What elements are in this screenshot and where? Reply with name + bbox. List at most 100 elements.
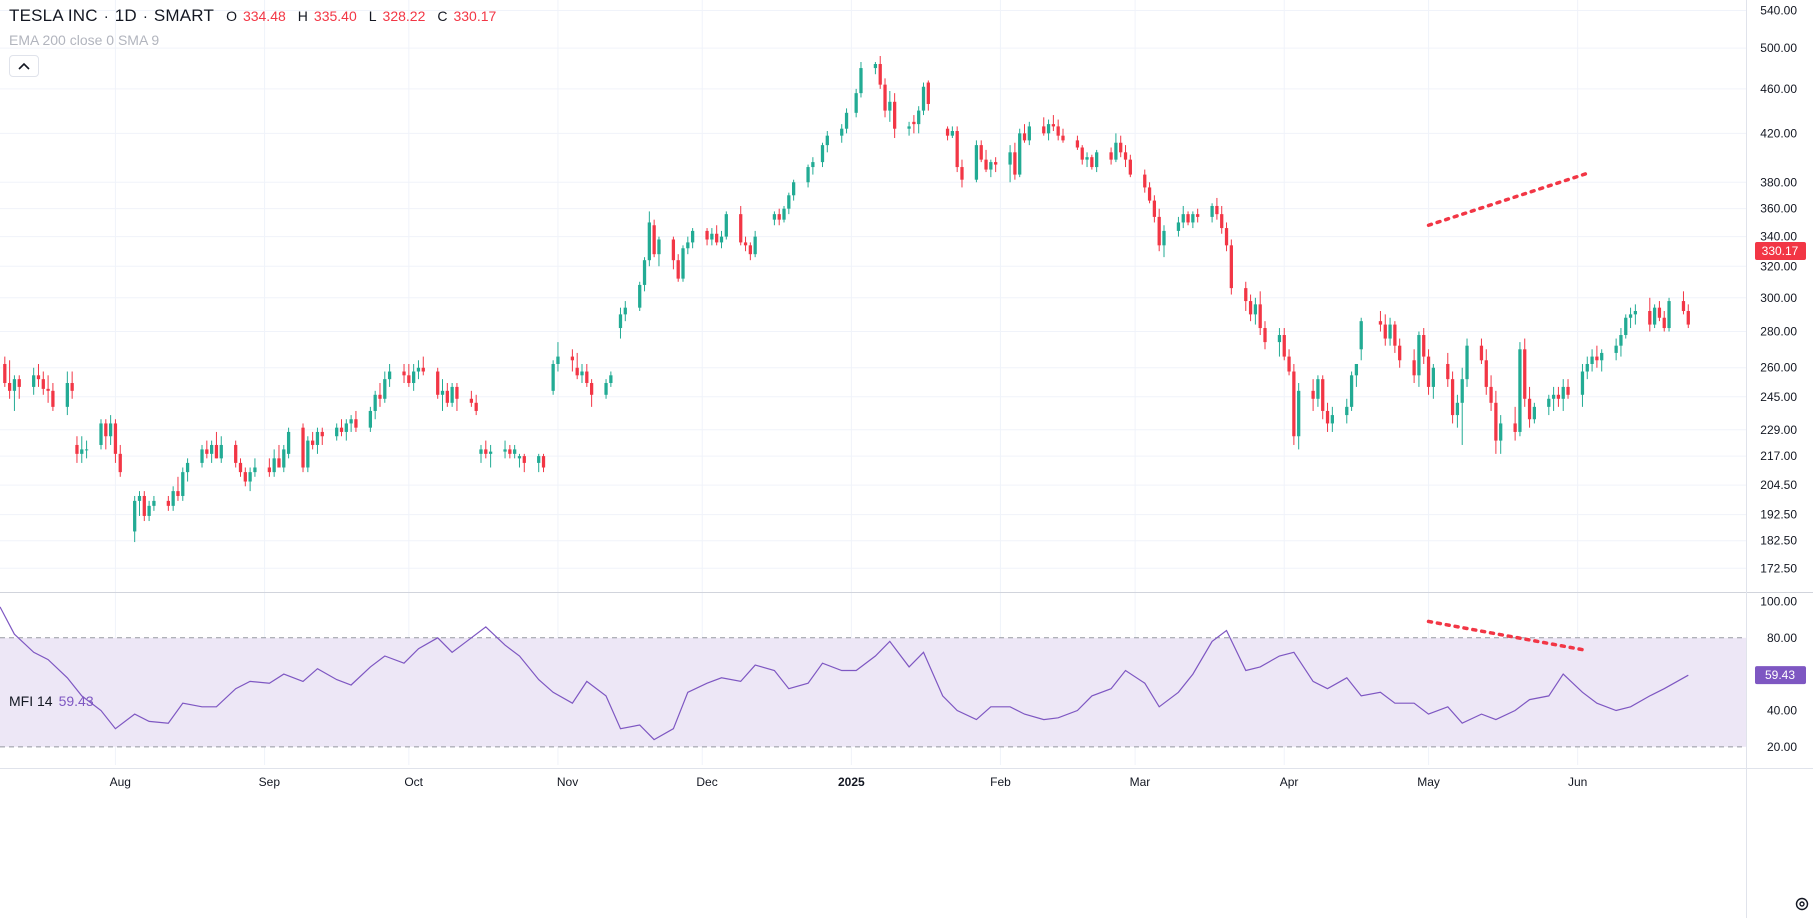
- candle-body: [1446, 363, 1450, 380]
- candle: [176, 476, 180, 501]
- candle: [671, 236, 676, 270]
- candle-body: [585, 371, 589, 384]
- candle: [402, 363, 406, 384]
- candle-body: [912, 121, 916, 125]
- candle-body: [1253, 304, 1258, 315]
- candle: [1460, 367, 1464, 445]
- candle-body: [368, 410, 372, 428]
- candle-body: [412, 371, 416, 384]
- candle-body: [349, 419, 353, 424]
- candle: [806, 164, 810, 188]
- candle-body: [108, 423, 113, 437]
- candle: [1210, 203, 1214, 223]
- candle-body: [1176, 222, 1181, 231]
- candle: [974, 140, 979, 183]
- candle-body: [984, 159, 988, 170]
- time-tick-label: Dec: [696, 775, 717, 789]
- candle: [873, 62, 878, 75]
- candle: [1667, 297, 1671, 332]
- candle: [171, 486, 175, 511]
- time-tick-label: Oct: [404, 775, 423, 789]
- candle: [113, 419, 118, 463]
- candle-body: [1499, 423, 1503, 441]
- interval-label[interactable]: 1D: [114, 6, 137, 25]
- candle: [118, 444, 122, 477]
- candle: [1162, 225, 1166, 258]
- indicators-legend[interactable]: EMA 200 close 0 SMA 9: [9, 32, 160, 48]
- collapse-legend-button[interactable]: [9, 55, 39, 77]
- candle: [676, 254, 680, 282]
- low-value: 328.22: [382, 8, 426, 24]
- candle-body: [416, 367, 421, 372]
- mfi-value-badge: [1755, 666, 1806, 685]
- candle-body: [1311, 390, 1315, 399]
- candle-body: [1494, 402, 1498, 441]
- candle-body: [1215, 205, 1219, 215]
- symbol-name[interactable]: TESLA INC: [9, 6, 98, 25]
- candle-body: [1412, 360, 1416, 376]
- candle-body: [537, 456, 541, 463]
- candle: [1022, 124, 1027, 143]
- candle: [1426, 349, 1431, 395]
- candle: [1186, 211, 1190, 226]
- candle-body: [306, 440, 310, 468]
- candle: [537, 453, 541, 473]
- candle-body: [907, 126, 911, 129]
- candle-body: [647, 222, 651, 261]
- candle-body: [1051, 124, 1056, 127]
- candle-body: [1547, 398, 1551, 407]
- candle: [301, 423, 305, 473]
- mfi-value-label: 59.43: [1765, 668, 1795, 682]
- candle: [1282, 328, 1286, 361]
- candle-body: [421, 367, 425, 372]
- time-tick-label: May: [1417, 775, 1440, 789]
- candle-body: [1585, 363, 1589, 372]
- candle-body: [1455, 402, 1460, 416]
- candle-body: [166, 500, 170, 506]
- candle-body: [1566, 386, 1570, 395]
- candle-body: [1460, 379, 1464, 403]
- candle: [248, 467, 252, 492]
- candle: [205, 440, 209, 459]
- candle: [84, 440, 89, 459]
- candle: [354, 410, 358, 432]
- candle: [950, 126, 954, 139]
- candle-body: [787, 195, 791, 209]
- candle-body: [589, 383, 594, 395]
- mfi-name[interactable]: MFI 14: [9, 693, 53, 709]
- candle: [1551, 386, 1556, 411]
- candle: [883, 78, 887, 118]
- candle-body: [75, 444, 79, 454]
- candle-body: [1450, 379, 1455, 416]
- candle-body: [893, 101, 897, 129]
- candle: [1196, 208, 1200, 223]
- candle: [907, 121, 911, 136]
- price-tick-label: 540.00: [1760, 4, 1797, 18]
- candle: [147, 500, 151, 522]
- candle: [556, 342, 560, 372]
- settings-button[interactable]: [1794, 896, 1810, 912]
- candle: [1263, 321, 1267, 350]
- candle: [1354, 363, 1359, 387]
- candle: [1181, 205, 1185, 229]
- candle-body: [1345, 406, 1349, 416]
- candle: [1527, 386, 1532, 428]
- candle: [1619, 328, 1623, 357]
- candle-body: [354, 419, 358, 428]
- candle: [844, 108, 849, 134]
- candle-body: [1287, 356, 1291, 372]
- candle-body: [710, 233, 714, 240]
- candle-body: [84, 449, 89, 451]
- candle-body: [311, 440, 315, 445]
- candle-body: [1600, 352, 1604, 361]
- candle-body: [926, 82, 930, 104]
- candle-body: [214, 444, 219, 459]
- candle: [541, 453, 546, 473]
- candle-body: [3, 363, 7, 384]
- candle: [3, 356, 7, 387]
- candle: [277, 444, 281, 468]
- mfi-tick-label: 80.00: [1767, 631, 1797, 645]
- candle-body: [690, 230, 695, 243]
- candle: [1628, 307, 1633, 329]
